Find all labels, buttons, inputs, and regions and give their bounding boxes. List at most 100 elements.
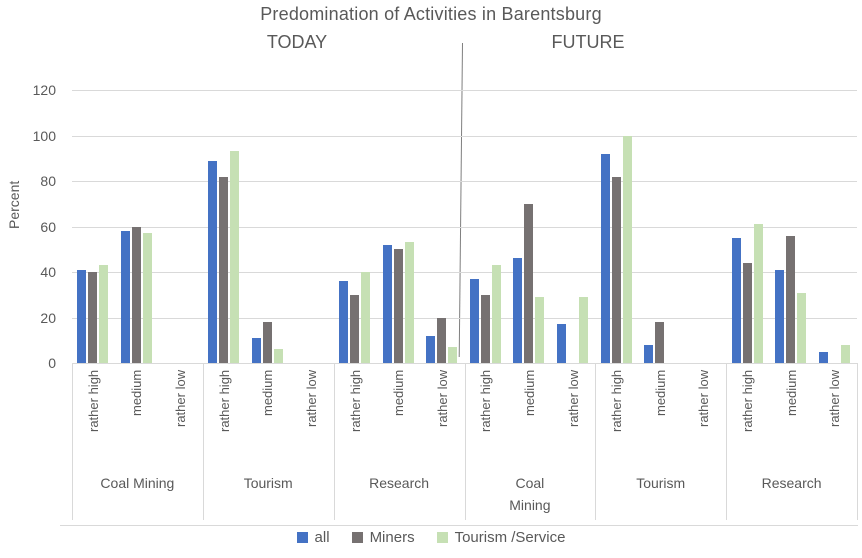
legend-label: all	[314, 529, 330, 546]
bar-tourism-service	[448, 347, 458, 363]
x-subcategory-label: rather low	[827, 370, 843, 428]
y-axis-title: Percent	[6, 180, 22, 230]
bar-tourism-service	[142, 233, 152, 363]
x-subcategory-label: rather low	[434, 370, 450, 428]
legend-swatch-tourism-service	[436, 532, 448, 543]
group-separator	[464, 363, 466, 520]
x-group-label: Tourism	[203, 472, 334, 494]
x-subcategory-label: medium	[521, 370, 537, 417]
bar-all	[426, 335, 436, 363]
x-group-label: Tourism	[595, 472, 726, 494]
gridline	[72, 135, 857, 137]
legend-item-miners: Miners	[351, 529, 415, 546]
bar-miners	[437, 317, 447, 363]
bar-tourism-service	[535, 297, 545, 363]
bar-all	[731, 237, 741, 363]
gridline	[72, 90, 857, 91]
x-group-label-line: Coal	[515, 475, 545, 491]
x-subcategory-label: rather high	[347, 370, 363, 433]
x-subcategory-label: rather high	[609, 370, 625, 433]
x-subcategory-label: rather high	[740, 370, 755, 433]
x-group-label: Research	[334, 472, 465, 494]
bar-miners	[480, 294, 490, 364]
x-subcategory-label: rather low	[303, 370, 319, 428]
bar-all	[382, 244, 392, 363]
x-group-label-line: Tourism	[243, 475, 293, 491]
x-subcategory-label: rather low	[173, 370, 188, 428]
chart-title: Predomination of Activities in Barentsbu…	[260, 4, 602, 24]
gridline	[72, 317, 857, 319]
bar-all	[469, 278, 479, 363]
bar-miners	[655, 322, 665, 363]
bar-miners	[742, 262, 752, 363]
bar-tourism-service	[99, 265, 109, 363]
section-label-today: TODAY	[266, 32, 328, 52]
group-separator	[595, 363, 597, 520]
bar-all	[77, 269, 87, 363]
bar-miners	[611, 176, 621, 363]
x-group-label-line: Coal Mining	[100, 475, 175, 491]
y-tick-label: 80	[40, 173, 56, 189]
bottom-divider-line	[60, 525, 858, 526]
x-subcategory-label: rather low	[565, 370, 581, 428]
y-tick-label: 40	[40, 264, 56, 280]
bar-all	[600, 153, 610, 363]
bar-miners	[262, 322, 272, 363]
group-separator	[72, 363, 73, 520]
section-label-future: FUTURE	[551, 32, 625, 52]
y-tick-label: 20	[40, 309, 56, 326]
bar-miners	[350, 294, 359, 364]
y-tick-label: 0	[48, 355, 56, 371]
x-group-label: Coal Mining	[72, 472, 203, 494]
bar-tourism-service	[404, 242, 414, 363]
bar-all	[644, 344, 654, 363]
gridline	[72, 181, 857, 182]
x-subcategory-label: medium	[652, 370, 668, 417]
x-subcategory-label: rather high	[85, 370, 101, 433]
bar-all	[818, 351, 828, 363]
bar-all	[339, 281, 348, 363]
bar-tourism-service	[361, 272, 370, 363]
legend: all Miners Tourism /Service	[0, 529, 862, 546]
legend-swatch-all	[296, 532, 308, 543]
x-subcategory-label: rather high	[478, 370, 494, 433]
gridline	[72, 272, 857, 273]
y-tick-label: 120	[32, 82, 56, 98]
legend-item-all: all	[296, 529, 330, 546]
group-separator	[857, 363, 858, 520]
x-subcategory-label: rather high	[216, 370, 232, 433]
x-group-label-line: Research	[761, 475, 822, 491]
bar-all	[208, 160, 218, 363]
gridline	[72, 226, 857, 228]
bar-all	[557, 324, 566, 363]
bar-miners	[393, 249, 403, 364]
bar-all	[775, 269, 785, 363]
group-separator	[333, 363, 335, 520]
bar-miners	[524, 203, 534, 364]
bar-all	[120, 231, 130, 363]
legend-label: Tourism /Service	[454, 529, 566, 546]
bar-miners	[219, 176, 229, 363]
x-subcategory-label: medium	[783, 370, 799, 417]
bar-tourism-service	[840, 344, 850, 363]
y-tick-label: 100	[32, 127, 56, 144]
legend-swatch-miners	[351, 532, 363, 543]
group-separator	[726, 363, 728, 520]
legend-label: Miners	[369, 529, 415, 546]
bar-tourism-service	[753, 224, 763, 363]
x-subcategory-label: medium	[129, 370, 145, 417]
bar-tourism-service	[622, 135, 632, 363]
bar-miners	[131, 226, 141, 363]
bar-tourism-service	[273, 349, 283, 363]
x-subcategory-label: medium	[391, 370, 407, 417]
x-group-label-line: Mining	[509, 497, 551, 513]
x-subcategory-label: medium	[260, 370, 276, 417]
x-group-label-line: Research	[369, 475, 430, 491]
bar-miners	[786, 235, 796, 363]
bar-tourism-service	[797, 292, 807, 363]
x-subcategory-label: rather low	[696, 370, 712, 428]
bar-tourism-service	[491, 265, 501, 363]
x-group-label-line: Tourism	[636, 475, 686, 491]
bar-tourism-service	[579, 297, 588, 363]
